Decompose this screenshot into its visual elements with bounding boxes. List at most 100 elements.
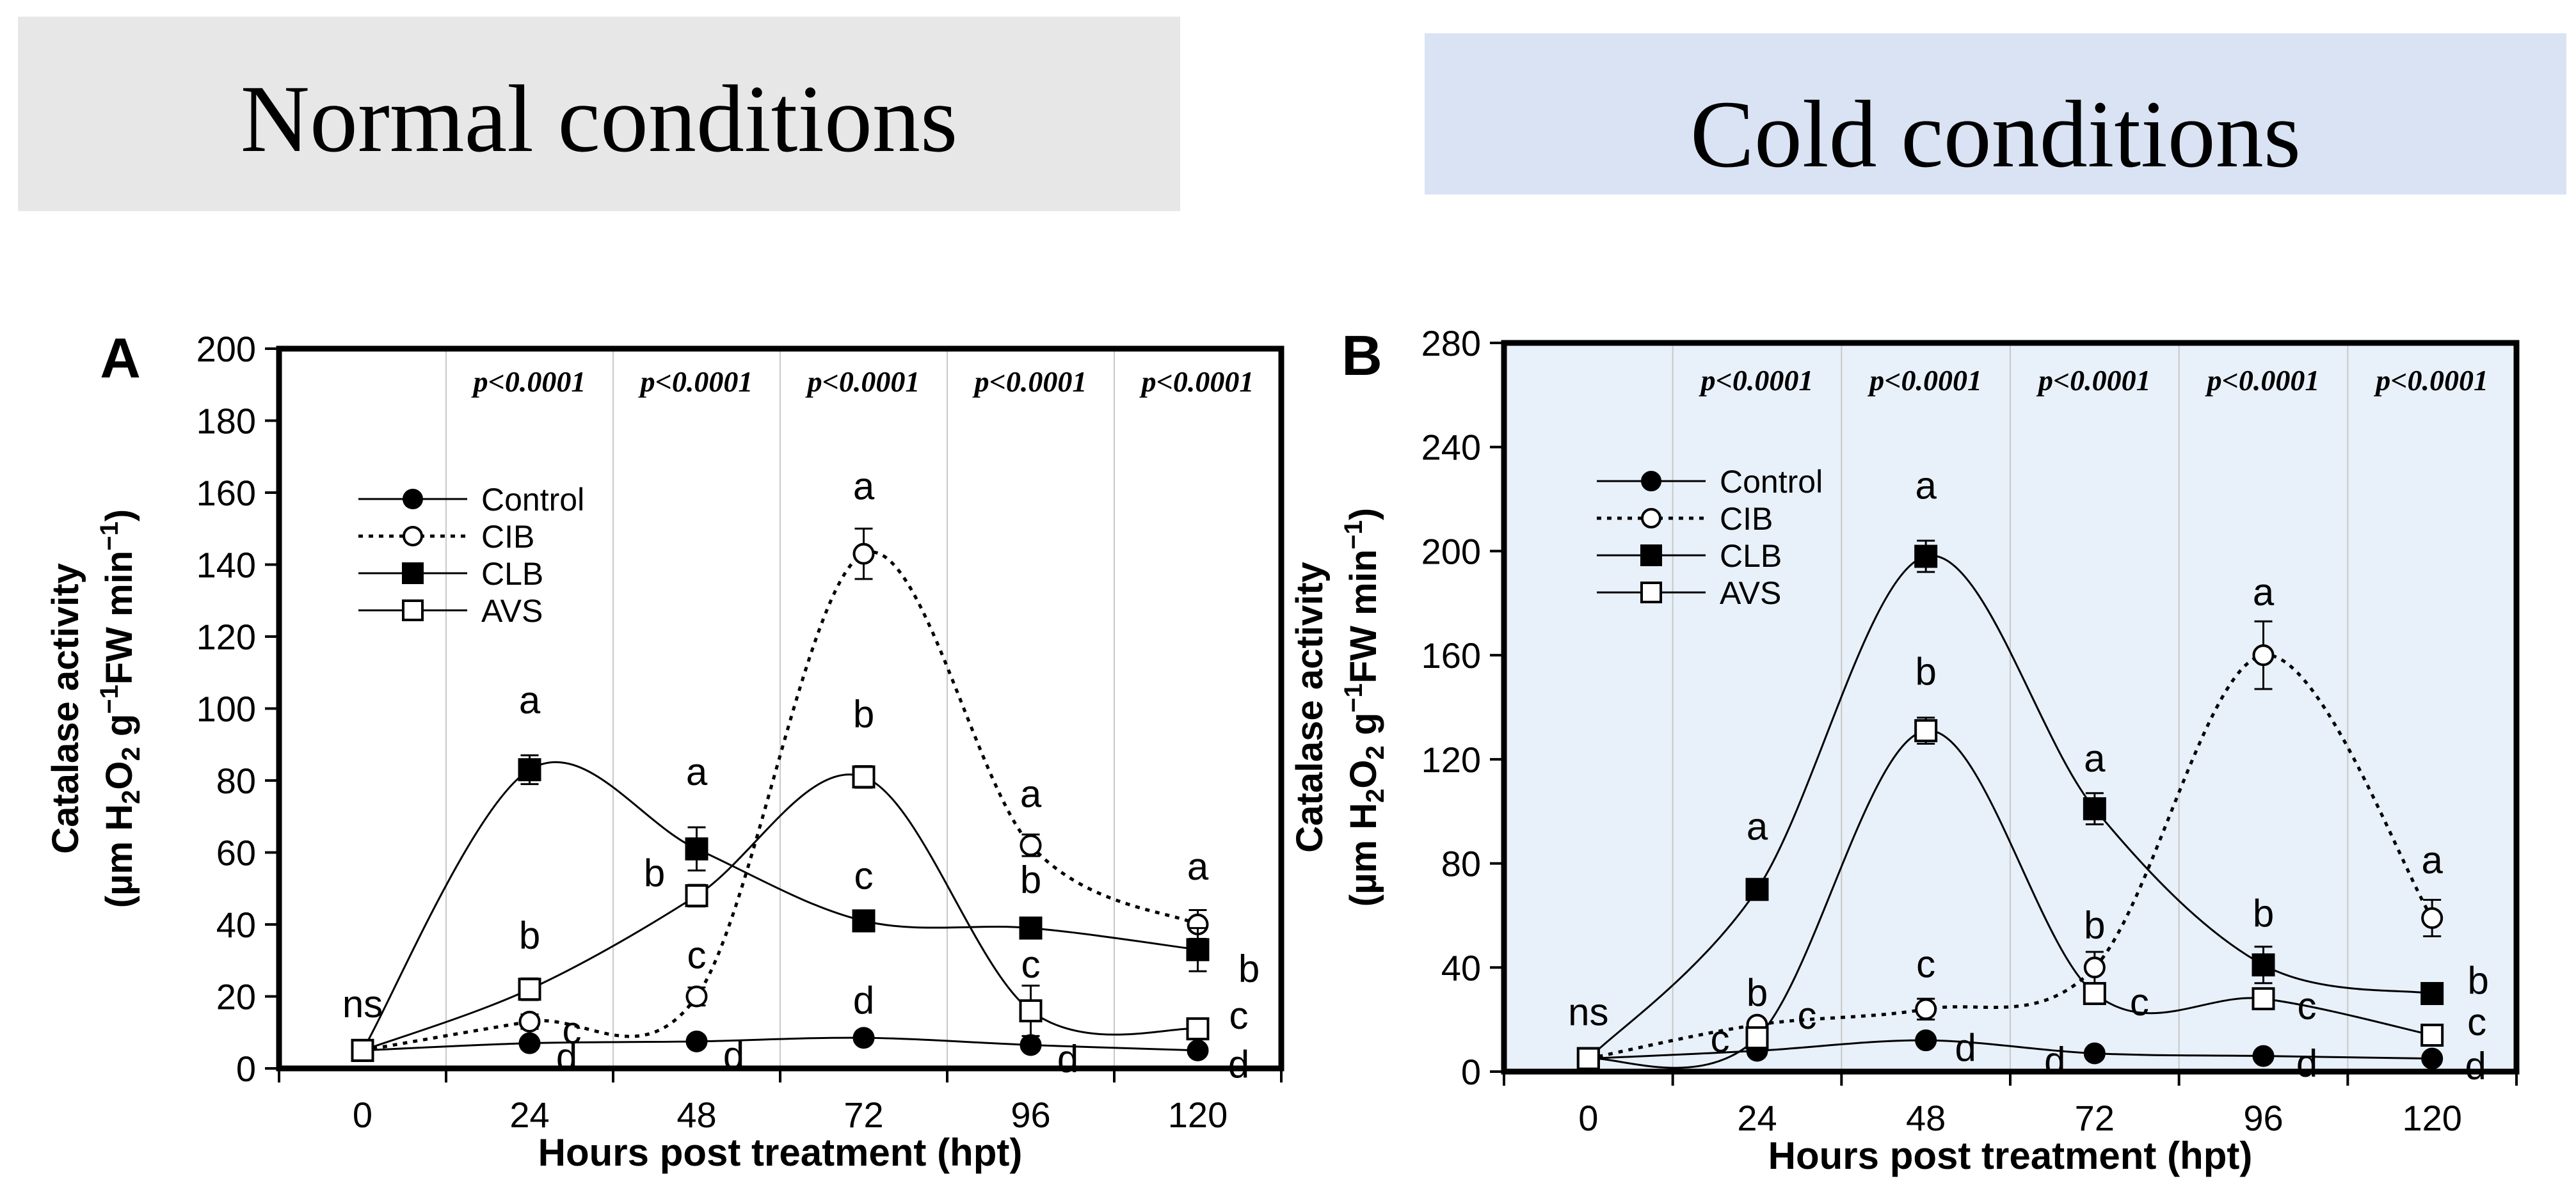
ns-label: ns — [1568, 991, 1608, 1034]
y-tick-label: 120 — [196, 617, 256, 657]
y-tick-label: 60 — [216, 833, 256, 873]
data-point-cib — [1020, 834, 1042, 857]
p-value-label: p<0.0001 — [2036, 364, 2151, 397]
data-point-avs — [1914, 719, 1938, 743]
significance-letter: a — [1747, 805, 1768, 848]
data-point-cib — [852, 543, 875, 565]
x-axis-label: Hours post treatment (hpt) — [1768, 1134, 2253, 1177]
legend-marker-clb — [402, 562, 424, 584]
y-axis-label-part: O — [99, 761, 140, 790]
y-axis-label-part: −1 — [1340, 520, 1368, 550]
y-tick-label: 140 — [196, 545, 256, 585]
significance-letter: d — [2465, 1045, 2486, 1088]
data-point-control — [852, 1027, 875, 1049]
legend-marker-clb — [1640, 544, 1662, 566]
panel-label-b: B — [1341, 324, 1382, 387]
data-point-avs — [685, 884, 708, 907]
legend-marker-control — [403, 489, 423, 509]
data-point-avs — [2420, 1024, 2444, 1047]
significance-letter: b — [1747, 971, 1768, 1014]
cold-conditions-title: Cold conditions — [1690, 81, 2301, 187]
significance-letter: c — [1021, 943, 1041, 986]
series-line-cib — [1588, 653, 2434, 1061]
y-tick-label: 40 — [1441, 947, 1481, 988]
significance-letter: d — [853, 979, 874, 1022]
data-point-clb — [685, 837, 708, 860]
y-axis-label-part: g — [99, 714, 140, 747]
y-axis-label-part: ) — [1343, 508, 1384, 520]
legend-label-cib: CIB — [481, 519, 534, 555]
legend-label-control: Control — [481, 482, 584, 518]
chart-panel-b: B 0 40 80 120 160 200 240 280 0 24 48 72 96 120 Hours … — [1289, 323, 2520, 1177]
legend-label-avs: AVS — [481, 593, 543, 629]
significance-letter: b — [2467, 959, 2488, 1002]
y-tick-label: 160 — [196, 473, 256, 513]
data-point-avs — [351, 1038, 374, 1062]
data-point-clb — [1186, 938, 1210, 962]
data-point-avs — [1576, 1047, 1600, 1070]
data-point-cib — [2252, 644, 2275, 667]
y-axis-label-part: g — [1343, 713, 1384, 746]
p-value-label: p<0.0001 — [471, 365, 586, 398]
significance-letter: b — [2084, 903, 2105, 946]
legend-label-control: Control — [1720, 464, 1823, 500]
significance-letter: a — [686, 750, 708, 793]
significance-letter: a — [1915, 464, 1937, 507]
data-point-clb — [2252, 953, 2275, 977]
legend-marker-control — [1641, 471, 1661, 491]
significance-letter: a — [2253, 571, 2275, 614]
y-tick-label: 40 — [216, 905, 256, 945]
data-point-control — [2421, 1047, 2444, 1070]
legend-label-clb: CLB — [1720, 538, 1782, 574]
data-point-clb — [1019, 916, 1043, 940]
data-point-control — [685, 1030, 708, 1052]
y-axis-label-part: 2 — [1361, 789, 1389, 803]
data-point-control — [1187, 1039, 1209, 1061]
p-value-label: p<0.0001 — [972, 365, 1087, 398]
y-axis-label-part: ) — [99, 509, 140, 521]
x-tick-label: 24 — [509, 1095, 549, 1135]
data-point-avs — [2083, 981, 2106, 1005]
significance-letter: c — [1229, 994, 1249, 1037]
p-value-label: p<0.0001 — [1699, 364, 1814, 397]
data-point-cib — [1915, 998, 1937, 1020]
y-tick-label: 0 — [236, 1049, 256, 1089]
y-tick-label: 240 — [1421, 427, 1481, 468]
significance-letter: c — [2130, 981, 2149, 1024]
data-point-control — [1915, 1029, 1937, 1052]
data-point-control — [2252, 1045, 2275, 1067]
y-axis-label-line2: (µm H2O2 g−1FW min−1) — [1340, 508, 1389, 907]
data-point-avs — [1186, 1017, 1210, 1041]
y-axis-label-part: 2 — [117, 747, 145, 761]
x-tick-label: 72 — [844, 1095, 883, 1135]
series-line-control — [362, 1036, 1198, 1052]
data-point-cib — [2421, 907, 2444, 929]
data-point-avs — [1745, 1026, 1769, 1050]
significance-letter: d — [2044, 1040, 2065, 1082]
y-tick-label: 280 — [1421, 323, 1481, 363]
y-axis-label-part: 2 — [1361, 745, 1389, 759]
legend-marker-avs — [402, 599, 424, 621]
significance-letter: a — [1187, 845, 1209, 888]
data-point-control — [2083, 1042, 2106, 1065]
significance-letter: d — [556, 1036, 577, 1079]
legend-label-clb: CLB — [481, 556, 543, 592]
y-tick-label: 20 — [216, 977, 256, 1017]
y-tick-label: 200 — [1421, 531, 1481, 571]
p-value-label: p<0.0001 — [638, 365, 753, 398]
significance-letter: b — [1915, 650, 1936, 693]
y-axis-label-part: −1 — [95, 685, 124, 714]
significance-letter: b — [519, 914, 540, 956]
y-tick-label: 200 — [196, 329, 256, 369]
x-tick-label: 48 — [1906, 1098, 1946, 1138]
x-tick-label: 120 — [1168, 1095, 1228, 1135]
significance-letter: d — [1228, 1043, 1249, 1086]
significance-letter: c — [2467, 1001, 2486, 1043]
legend-marker-cib — [1641, 508, 1661, 528]
legend-marker-cib — [403, 526, 423, 546]
x-tick-label: 120 — [2402, 1098, 2461, 1138]
p-value-label: p<0.0001 — [805, 365, 920, 398]
significance-letter: d — [1955, 1026, 1976, 1069]
x-tick-label: 96 — [1011, 1095, 1050, 1135]
y-tick-label: 180 — [196, 401, 256, 441]
